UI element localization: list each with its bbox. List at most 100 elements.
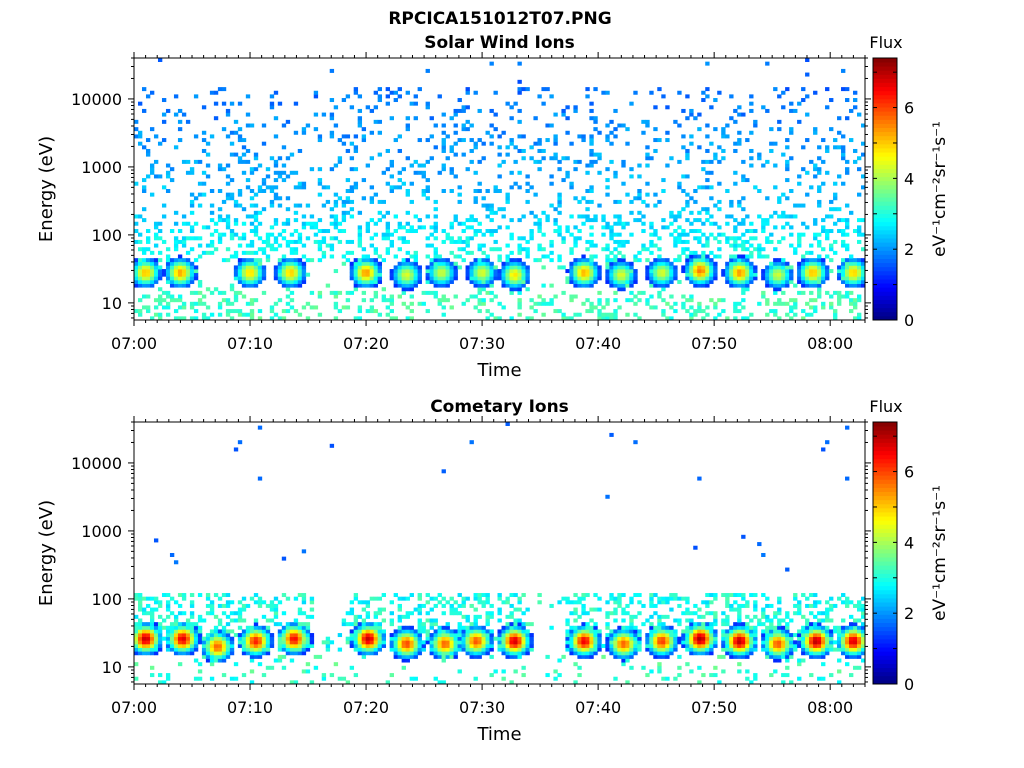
heatmap-cell [653,148,658,153]
heatmap-cell [205,636,211,641]
heatmap-cell [585,247,590,252]
heatmap-cell [213,116,219,121]
heatmap-cell [637,647,642,652]
heatmap-cell [765,272,770,277]
heatmap-cell [645,673,650,678]
heatmap-cell [729,265,734,270]
colorbar-segment [873,156,897,161]
heatmap-cell [401,269,406,274]
heatmap-cell [161,298,167,303]
heatmap-cell [265,167,271,172]
heatmap-cell [637,636,642,641]
heatmap-cell [565,629,570,634]
heatmap-cell [297,633,303,638]
heatmap-cell [589,269,594,274]
heatmap-cell [153,647,159,652]
heatmap-cell [145,152,151,157]
heatmap-cell [393,265,398,270]
heatmap-cell [609,651,614,656]
heatmap-cell [497,636,502,641]
heatmap-cell [429,618,434,623]
heatmap-cell [525,247,530,252]
heatmap-cell [145,294,151,299]
heatmap-cell [449,148,454,153]
heatmap-cell [293,170,299,175]
heatmap-cell [745,622,750,627]
heatmap-cell [465,127,470,132]
heatmap-cell [449,236,454,241]
heatmap-cell [693,629,698,634]
heatmap-cell [189,229,195,234]
heatmap-cell [549,94,554,99]
heatmap-cell [413,636,418,641]
heatmap-cell [721,669,726,674]
heatmap-cell [193,676,199,681]
heatmap-cell [473,614,478,619]
heatmap-cell [697,651,702,656]
heatmap-cell [201,651,207,656]
heatmap-cell [489,611,494,616]
heatmap-cell [134,629,139,634]
heatmap-cell [405,239,410,244]
heatmap-cell [373,614,379,619]
heatmap-cell [693,611,698,616]
heatmap-cell [589,636,594,641]
heatmap-cell [317,134,323,139]
heatmap-cell [641,214,646,219]
heatmap-cell [305,647,311,652]
heatmap-cell [469,625,474,630]
heatmap-cell [837,218,842,223]
colorbar-frame [872,57,898,321]
heatmap-cell [477,298,482,303]
heatmap-cell [549,123,554,128]
heatmap-cell [161,636,167,641]
heatmap-cell [153,633,159,638]
heatmap-cell [345,210,351,215]
heatmap-cell [421,170,426,175]
heatmap-cell [189,614,195,619]
heatmap-cell [134,221,139,226]
heatmap-cell [229,611,235,616]
heatmap-cell [421,643,426,648]
heatmap-cell [185,636,191,641]
heatmap-cell [573,279,578,284]
heatmap-cell [745,600,750,605]
heatmap-cell [757,618,762,623]
heatmap-cell [569,269,574,274]
heatmap-cell [593,87,598,92]
heatmap-cell [781,301,786,306]
heatmap-cell [737,651,742,656]
heatmap-cell [445,643,450,648]
colorbar-segment [873,184,897,190]
heatmap-cell [293,680,299,685]
heatmap-cell [725,633,730,638]
heatmap-cell [617,214,622,219]
heatmap-cell [217,232,223,237]
heatmap-cell [149,258,155,263]
heatmap-cell [253,647,259,652]
heatmap-cell [457,603,462,608]
heatmap-cell [213,614,219,619]
heatmap-cell [221,167,227,172]
heatmap-cell [709,600,714,605]
heatmap-cell [405,221,410,226]
heatmap-cell [681,305,686,310]
heatmap-cell [493,229,498,234]
heatmap-cell [149,90,155,95]
heatmap-cell [309,290,315,295]
heatmap-cell [173,618,179,623]
heatmap-cell [189,629,195,634]
heatmap-cell [273,312,279,317]
heatmap-cell [489,643,494,648]
heatmap-cell [313,225,319,230]
heatmap-cell [261,250,267,255]
heatmap-cell [134,593,139,598]
heatmap-cell [253,643,259,648]
heatmap-cell [585,163,590,168]
colorbar-segment [873,262,897,268]
heatmap-cell [801,221,806,226]
heatmap-cell [237,203,243,208]
heatmap-cell [405,272,410,277]
heatmap-cell [297,640,303,645]
heatmap-cell [253,229,259,234]
